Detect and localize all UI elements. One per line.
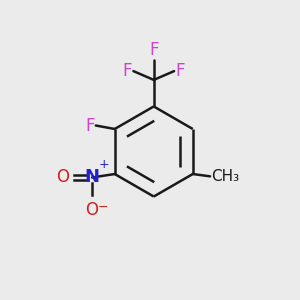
Text: +: +: [99, 158, 109, 171]
Text: F: F: [85, 116, 94, 134]
Text: F: F: [175, 62, 185, 80]
Text: O: O: [85, 201, 99, 219]
Text: CH₃: CH₃: [211, 169, 239, 184]
Text: O: O: [56, 169, 69, 187]
Text: F: F: [149, 41, 158, 59]
Text: F: F: [123, 62, 132, 80]
Text: N: N: [85, 169, 100, 187]
Text: −: −: [98, 201, 108, 214]
